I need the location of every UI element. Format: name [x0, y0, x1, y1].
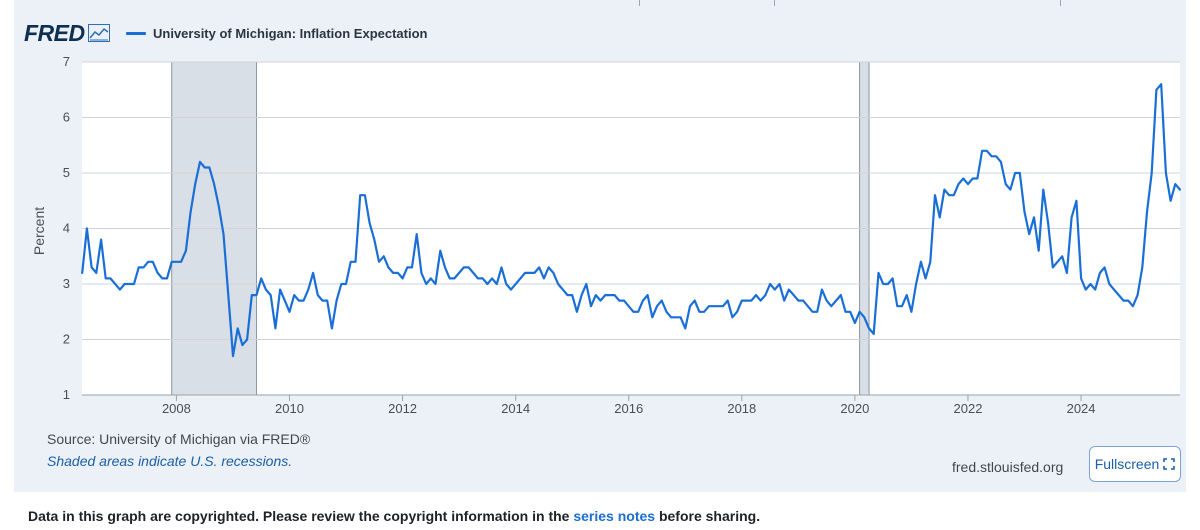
chart-line-icon	[87, 24, 110, 42]
site-url: fred.stlouisfed.org	[952, 459, 1064, 475]
y-tick-label: 5	[63, 165, 70, 180]
strip-tick	[774, 0, 775, 6]
fullscreen-label: Fullscreen	[1094, 456, 1160, 472]
fullscreen-button[interactable]: Fullscreen	[1089, 446, 1181, 482]
strip-tick	[639, 0, 640, 6]
x-tick-label: 2024	[1067, 401, 1096, 416]
x-axis: 2008 2010 2012 2014 2016 2018 2020 2022 2024	[82, 394, 1180, 416]
chart-legend: University of Michigan: Inflation Expect…	[126, 24, 427, 42]
y-tick-label: 1	[63, 387, 70, 402]
x-tick-label: 2014	[501, 401, 530, 416]
x-tick-label: 2010	[275, 401, 304, 416]
series-line	[81, 83, 1182, 358]
x-tick-label: 2012	[388, 401, 417, 416]
legend-series-label: University of Michigan: Inflation Expect…	[153, 25, 428, 41]
fred-logo-text: FRED	[24, 19, 85, 46]
y-axis: 1 2 3 4 5 6 7	[63, 54, 70, 402]
x-tick-label: 2020	[840, 401, 869, 416]
top-strip	[14, 0, 1186, 14]
copyright-prefix: Data in this graph are copyrighted. Plea…	[28, 508, 570, 524]
strip-tick	[1060, 0, 1061, 6]
y-tick-label: 7	[63, 54, 70, 69]
expand-icon	[1163, 458, 1176, 470]
y-tick-label: 3	[63, 276, 70, 291]
x-tick-label: 2008	[162, 401, 191, 416]
y-tick-label: 2	[63, 332, 70, 347]
x-tick-label: 2022	[954, 401, 983, 416]
copyright-notice: Data in this graph are copyrighted. Plea…	[28, 508, 760, 524]
legend-swatch	[126, 31, 146, 35]
y-axis-label: Percent	[31, 207, 47, 255]
source-note: Source: University of Michigan via FRED®	[47, 431, 311, 447]
y-tick-label: 6	[63, 110, 70, 125]
series-layer	[81, 83, 1182, 358]
x-tick-label: 2018	[727, 401, 756, 416]
x-tick-label: 2016	[614, 401, 643, 416]
copyright-suffix: before sharing.	[658, 508, 761, 524]
fred-logo[interactable]: FRED	[24, 20, 110, 46]
y-tick-label: 4	[63, 221, 70, 236]
series-notes-link[interactable]: series notes	[573, 508, 656, 524]
recession-note: Shaded areas indicate U.S. recessions.	[47, 453, 293, 469]
